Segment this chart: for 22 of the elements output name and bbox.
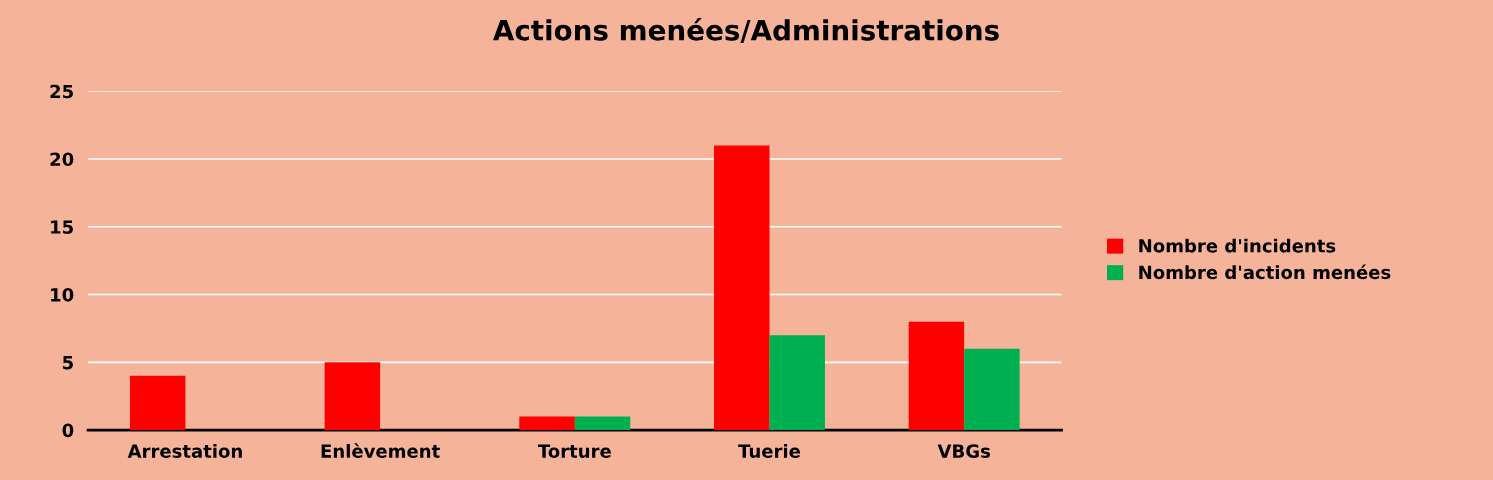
bar bbox=[769, 335, 825, 431]
y-tick-label: 0 bbox=[62, 423, 74, 438]
y-tick-label: 20 bbox=[50, 152, 74, 167]
legend-label: Nombre d'action menées bbox=[1139, 264, 1391, 280]
x-tick-label: Arrestation bbox=[127, 443, 242, 458]
chart-title: Actions menées/Administrations bbox=[492, 18, 999, 43]
bar bbox=[519, 416, 575, 431]
bar bbox=[574, 416, 631, 431]
x-tick-label: Torture bbox=[537, 444, 611, 458]
y-tick-label: 10 bbox=[51, 287, 74, 302]
bar bbox=[964, 348, 1020, 431]
x-tick-label: Enlèvement bbox=[321, 443, 440, 458]
y-tick-label: 15 bbox=[51, 220, 73, 234]
x-tick-label: Tuerie bbox=[738, 443, 800, 458]
bar bbox=[908, 321, 965, 431]
bar bbox=[324, 362, 381, 431]
bar bbox=[129, 375, 186, 431]
y-tick-label: 5 bbox=[63, 356, 73, 370]
legend-label: Nombre d'incidents bbox=[1139, 238, 1336, 253]
x-tick-label: VBGs bbox=[937, 444, 990, 458]
bar bbox=[714, 145, 770, 431]
y-tick-label: 25 bbox=[50, 84, 73, 99]
